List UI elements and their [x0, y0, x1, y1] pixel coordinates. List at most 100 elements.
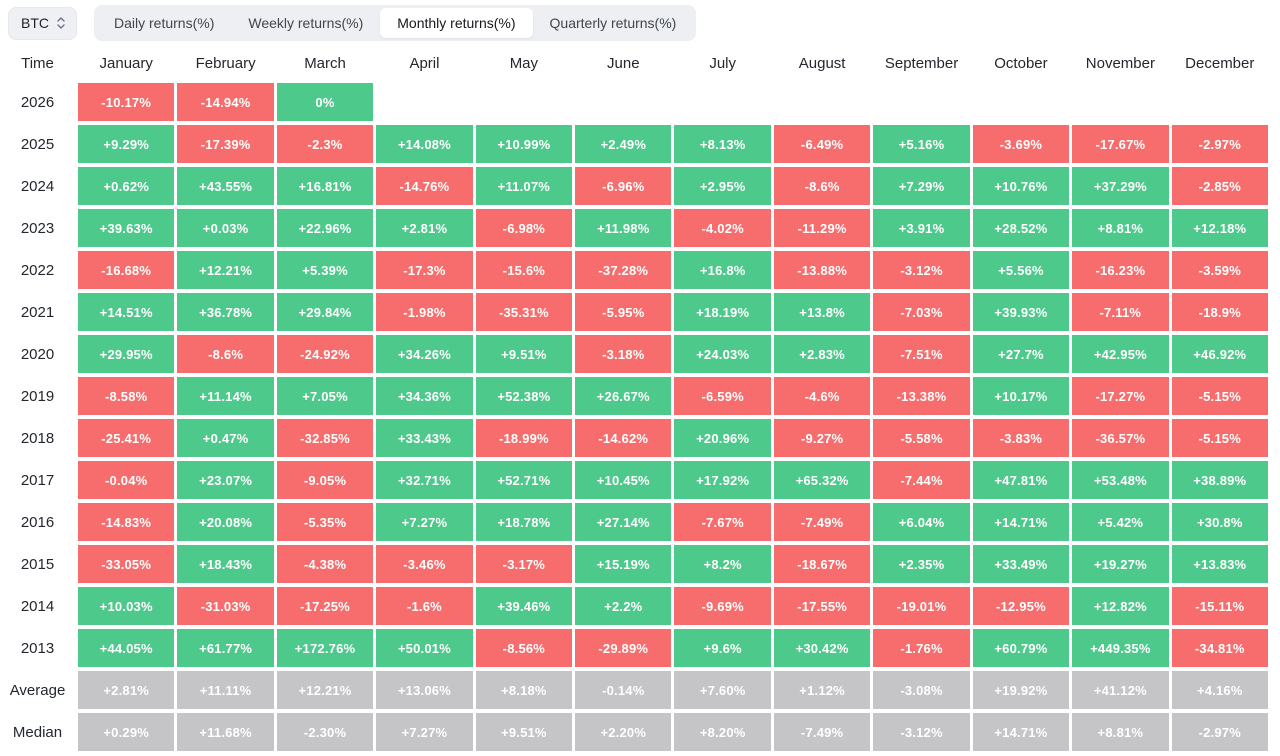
return-cell: +2.2%: [575, 587, 672, 625]
return-cell: -17.39%: [177, 125, 274, 163]
return-cell: -7.03%: [873, 293, 970, 331]
tab-daily-returns[interactable]: Daily returns(%): [97, 8, 231, 38]
return-cell: +2.95%: [674, 167, 771, 205]
return-cell: -15.11%: [1171, 587, 1268, 625]
tab-weekly-returns[interactable]: Weekly returns(%): [231, 8, 380, 38]
return-cell: -29.89%: [575, 629, 672, 667]
return-cell: +42.95%: [1072, 335, 1169, 373]
return-cell: +7.27%: [376, 713, 473, 751]
return-cell: -17.25%: [276, 587, 374, 625]
return-cell: +0.62%: [78, 167, 175, 205]
return-cell: +52.71%: [475, 461, 573, 499]
return-cell: +2.49%: [575, 125, 672, 163]
return-cell: +14.51%: [78, 293, 175, 331]
return-cell: -16.23%: [1072, 251, 1169, 289]
return-cell: +5.56%: [972, 251, 1070, 289]
return-cell: -11.29%: [773, 209, 871, 247]
toolbar: BTC Daily returns(%) Weekly returns(%) M…: [0, 0, 1280, 41]
return-cell: +172.76%: [276, 629, 374, 667]
return-cell: +18.78%: [475, 503, 573, 541]
return-cell: +449.35%: [1072, 629, 1169, 667]
return-cell: -1.6%: [376, 587, 473, 625]
updown-chevron-icon: [57, 17, 65, 29]
return-cell: +16.81%: [276, 167, 374, 205]
return-cell: -8.6%: [177, 335, 274, 373]
time-column-header: Time: [21, 55, 54, 72]
return-cell: -6.98%: [475, 209, 573, 247]
month-header: November: [1085, 55, 1155, 72]
return-cell: -8.6%: [773, 167, 871, 205]
return-cell: +13.8%: [773, 293, 871, 331]
return-cell: +6.04%: [873, 503, 970, 541]
return-cell: +3.91%: [873, 209, 970, 247]
return-cell: -1.98%: [376, 293, 473, 331]
return-cell: -7.51%: [873, 335, 970, 373]
return-cell: +2.81%: [78, 671, 175, 709]
return-cell: +61.77%: [177, 629, 274, 667]
month-header: September: [884, 55, 959, 72]
return-cell: -32.85%: [276, 419, 374, 457]
month-header: April: [409, 55, 440, 72]
return-cell: +18.19%: [674, 293, 771, 331]
return-cell: +12.21%: [276, 671, 374, 709]
return-cell: -10.17%: [78, 83, 175, 121]
return-cell: +10.76%: [972, 167, 1070, 205]
return-cell: +5.39%: [276, 251, 374, 289]
row-label: 2019: [20, 387, 55, 405]
return-cell: -36.57%: [1072, 419, 1169, 457]
return-cell: [575, 83, 671, 121]
return-cell: -31.03%: [177, 587, 274, 625]
row-label: 2022: [20, 261, 55, 279]
return-cell: [1072, 83, 1168, 121]
month-header: July: [709, 55, 737, 72]
return-cell: +14.71%: [972, 503, 1070, 541]
return-cell: +17.92%: [674, 461, 771, 499]
return-cell: +50.01%: [376, 629, 473, 667]
return-cell: +27.14%: [575, 503, 672, 541]
return-cell: -5.15%: [1171, 419, 1268, 457]
return-cell: -2.97%: [1171, 713, 1268, 751]
return-cell: -3.83%: [972, 419, 1070, 457]
return-cell: +7.27%: [376, 503, 473, 541]
return-cell: +7.29%: [873, 167, 970, 205]
symbol-selector[interactable]: BTC: [8, 6, 77, 40]
row-label: 2015: [20, 555, 55, 573]
return-cell: +14.08%: [376, 125, 473, 163]
return-cell: -9.27%: [773, 419, 871, 457]
return-cell: -18.67%: [773, 545, 871, 583]
return-cell: -17.3%: [376, 251, 473, 289]
return-cell: +2.81%: [376, 209, 473, 247]
month-header: May: [509, 55, 539, 72]
return-cell: +12.18%: [1171, 209, 1268, 247]
return-cell: +8.81%: [1072, 713, 1169, 751]
return-cell: +7.05%: [276, 377, 374, 415]
return-cell: [674, 83, 770, 121]
tab-quarterly-returns[interactable]: Quarterly returns(%): [533, 8, 694, 38]
return-cell: +12.82%: [1072, 587, 1169, 625]
return-cell: -3.69%: [972, 125, 1070, 163]
return-cell: -17.67%: [1072, 125, 1169, 163]
return-cell: +33.49%: [972, 545, 1070, 583]
return-cell: -8.56%: [475, 629, 573, 667]
row-label: 2023: [20, 219, 55, 237]
row-label: 2021: [20, 303, 55, 321]
return-cell: [973, 83, 1069, 121]
return-cell: -13.38%: [873, 377, 970, 415]
row-label: 2017: [20, 471, 55, 489]
return-cell: +8.18%: [475, 671, 573, 709]
return-cell: +5.16%: [873, 125, 970, 163]
tab-monthly-returns[interactable]: Monthly returns(%): [380, 8, 533, 38]
return-cell: -35.31%: [475, 293, 573, 331]
return-cell: -33.05%: [78, 545, 175, 583]
return-cell: -18.99%: [475, 419, 573, 457]
return-cell: +2.83%: [773, 335, 871, 373]
return-cell: -3.12%: [873, 251, 970, 289]
return-cell: -14.62%: [575, 419, 672, 457]
return-cell: +19.27%: [1072, 545, 1169, 583]
return-cell: [774, 83, 870, 121]
return-cell: -6.96%: [575, 167, 672, 205]
return-cell: +37.29%: [1072, 167, 1169, 205]
return-cell: -16.68%: [78, 251, 175, 289]
return-cell: -2.85%: [1171, 167, 1268, 205]
return-cell: +11.07%: [475, 167, 573, 205]
